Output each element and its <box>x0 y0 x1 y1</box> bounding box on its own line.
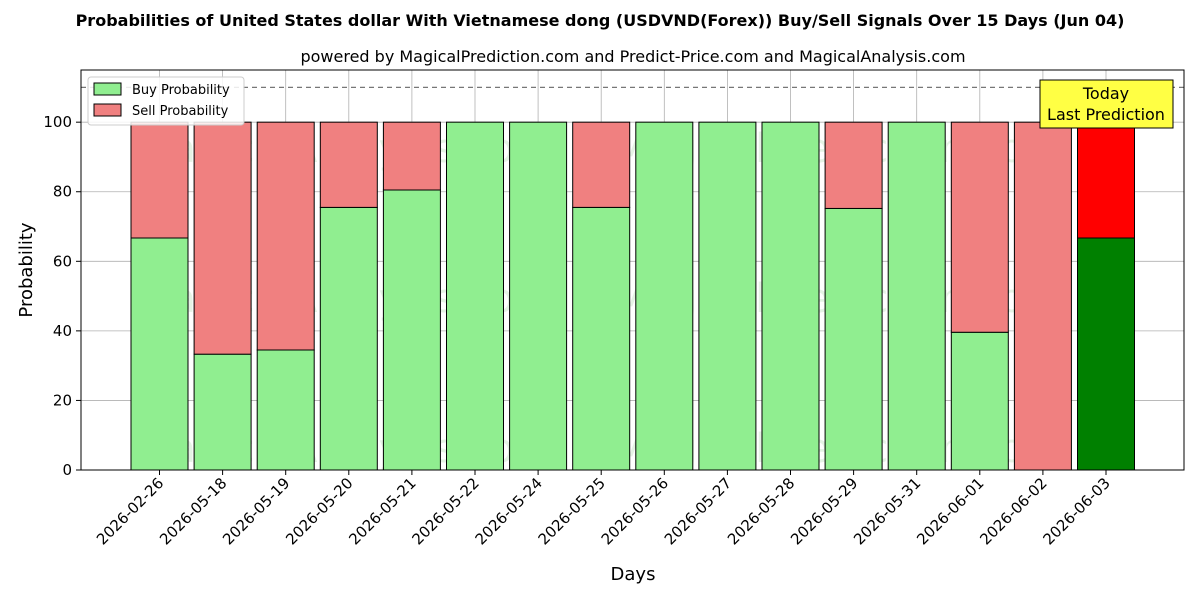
plot-frame <box>80 69 1185 471</box>
x-tick-label: 2026-06-02 <box>976 474 1050 548</box>
bar-buy-2026-05-19 <box>256 349 315 471</box>
bar-buy-2026-05-21 <box>382 189 441 471</box>
x-tick-label: 2026-05-25 <box>535 474 609 548</box>
bar-sell-2026-05-29 <box>824 121 883 209</box>
x-tick-label: 2026-05-22 <box>408 474 482 548</box>
bar-sell-2026-05-19 <box>256 121 315 351</box>
legend-label-buy: Buy Probability <box>132 83 230 98</box>
bar-sell-2026-05-21 <box>382 121 441 191</box>
chart-subtitle: powered by MagicalPrediction.com and Pre… <box>300 47 965 66</box>
today-annotation-line-1: Today <box>1082 84 1129 103</box>
bar-sell-2026-05-18 <box>193 121 252 355</box>
bar-sell-2026-02-26 <box>130 121 189 239</box>
legend-swatch-buy <box>93 82 122 96</box>
bar-buy-2026-05-18 <box>193 353 252 471</box>
y-tick-label: 60 <box>53 252 72 270</box>
legend: Buy Probability Sell Probability <box>87 76 245 126</box>
bar-buy-2026-05-25 <box>572 206 631 471</box>
today-annotation-line-2: Last Prediction <box>1047 105 1165 124</box>
y-tick-label: 20 <box>53 391 72 409</box>
bar-sell-2026-05-25 <box>572 121 631 208</box>
x-tick-label: 2026-05-29 <box>787 474 861 548</box>
bar-buy-2026-05-29 <box>824 207 883 471</box>
x-tick-label: 2026-05-21 <box>345 474 419 548</box>
bar-buy-2026-05-26 <box>635 121 694 471</box>
y-tick-label: 40 <box>53 322 72 340</box>
bar-buy-2026-05-31 <box>887 121 946 471</box>
x-tick-label: 2026-02-26 <box>93 474 167 548</box>
x-tick-label: 2026-05-31 <box>850 474 924 548</box>
bar-buy-2026-02-26 <box>130 237 189 471</box>
x-tick-label: 2026-05-19 <box>219 474 293 548</box>
y-tick-label: 100 <box>43 113 72 131</box>
bar-sell-2026-05-20 <box>319 121 378 208</box>
legend-label-sell: Sell Probability <box>132 104 229 119</box>
bar-sell-2026-06-02 <box>1013 121 1072 471</box>
x-tick-label: 2026-06-03 <box>1039 474 1113 548</box>
chart-title: Probabilities of United States dollar Wi… <box>76 11 1125 30</box>
x-tick-label: 2026-05-18 <box>156 474 230 548</box>
bar-buy-2026-06-01 <box>950 331 1009 471</box>
y-tick-label: 80 <box>53 183 72 201</box>
bar-buy-2026-06-03 <box>1077 237 1135 471</box>
y-tick-label: 0 <box>62 461 72 479</box>
y-axis-ticks: 0 20 40 60 80 100 <box>43 113 81 479</box>
bar-buy-2026-05-27 <box>698 121 757 471</box>
bar-buy-2026-05-24 <box>509 121 568 471</box>
bar-sell-2026-06-01 <box>950 121 1009 333</box>
x-tick-label: 2026-06-01 <box>913 474 987 548</box>
today-annotation-box <box>1039 79 1174 129</box>
y-axis-label: Probability <box>16 222 37 317</box>
legend-swatch-sell <box>93 103 122 117</box>
bar-buy-2026-05-20 <box>319 206 378 471</box>
bars <box>130 121 1135 471</box>
bar-buy-2026-05-22 <box>446 121 504 471</box>
legend-box <box>87 76 245 126</box>
x-tick-label: 2026-05-20 <box>282 474 356 548</box>
x-tick-label: 2026-05-27 <box>661 474 735 548</box>
bar-sell-2026-06-03 <box>1077 121 1135 239</box>
x-axis-label: Days <box>611 564 656 585</box>
x-tick-label: 2026-05-24 <box>472 474 546 548</box>
today-annotation: Today Last Prediction <box>1039 79 1174 129</box>
bar-buy-2026-05-28 <box>761 121 820 471</box>
x-tick-label: 2026-05-26 <box>598 474 672 548</box>
x-axis-ticks: 2026-02-262026-05-182026-05-192026-05-20… <box>93 470 1114 548</box>
x-tick-label: 2026-05-28 <box>724 474 798 548</box>
